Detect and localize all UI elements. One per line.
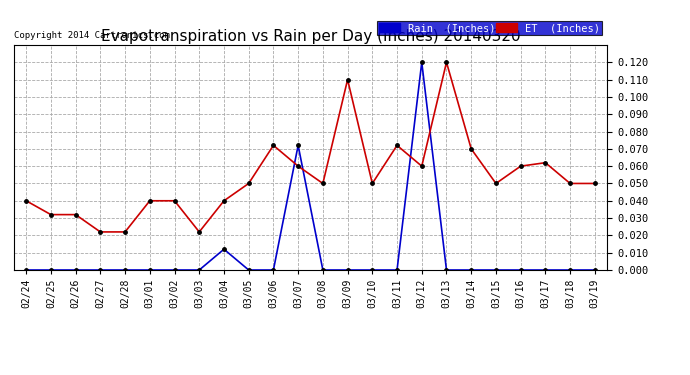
Legend: Rain  (Inches), ET  (Inches): Rain (Inches), ET (Inches) (377, 21, 602, 35)
Title: Evapotranspiration vs Rain per Day (Inches) 20140320: Evapotranspiration vs Rain per Day (Inch… (101, 29, 520, 44)
Text: Copyright 2014 Cartronics.com: Copyright 2014 Cartronics.com (14, 32, 170, 40)
